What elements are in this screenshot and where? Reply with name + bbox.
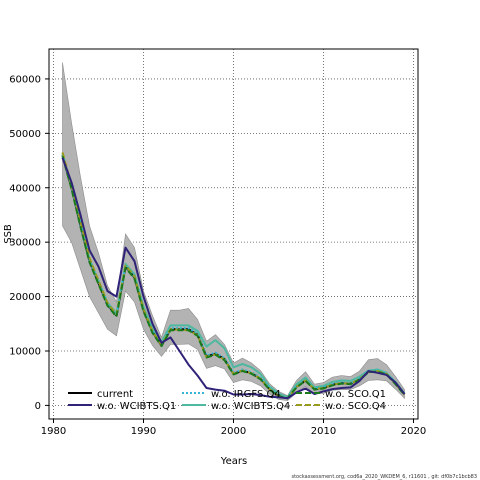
legend-item-w-o-wcibts-q4: w.o. WCIBTS.Q4 bbox=[182, 401, 290, 412]
series-line-w-o-wcibts-q1 bbox=[61, 157, 406, 400]
x-axis-title: Years bbox=[220, 456, 247, 467]
y-tick-label: 20000 bbox=[9, 292, 41, 303]
legend-label: w.o. IRGFS.Q4 bbox=[211, 389, 281, 400]
legend-label: w.o. SCO.Q4 bbox=[325, 401, 386, 412]
series-line-w-o-sco-q1 bbox=[61, 155, 406, 400]
y-tick-label: 0 bbox=[35, 401, 41, 412]
x-tick-label: 1980 bbox=[41, 426, 66, 437]
y-axis-title: SSB bbox=[3, 224, 14, 244]
y-tick-label: 60000 bbox=[9, 74, 41, 85]
x-tick-label: 2020 bbox=[401, 426, 426, 437]
x-tick-label: 2010 bbox=[311, 426, 336, 437]
legend-label: current bbox=[97, 389, 133, 400]
legend-item-current: current bbox=[68, 389, 133, 400]
legend-label: w.o. SCO.Q1 bbox=[325, 389, 386, 400]
x-tick-label: 2000 bbox=[221, 426, 246, 437]
legend: current w.o. IRGFS.Q4 w.o. SCO.Q1 w.o. WCIB… bbox=[68, 389, 386, 412]
y-tick-label: 40000 bbox=[9, 183, 41, 194]
y-tick-label: 10000 bbox=[9, 346, 41, 357]
legend-item-w-o-irgfs-q4: w.o. IRGFS.Q4 bbox=[182, 389, 281, 400]
legend-item-w-o-sco-q4: w.o. SCO.Q4 bbox=[296, 401, 386, 412]
footer-text: stockassessment.org, cod6a_2020_WKDEM_6,… bbox=[291, 474, 477, 480]
series-lines bbox=[61, 152, 406, 400]
legend-label: w.o. WCIBTS.Q1 bbox=[97, 401, 176, 412]
y-tick-label: 30000 bbox=[9, 238, 41, 249]
legend-label: w.o. WCIBTS.Q4 bbox=[211, 401, 290, 412]
legend-item-w-o-wcibts-q1: w.o. WCIBTS.Q1 bbox=[68, 401, 176, 412]
x-tick-label: 1990 bbox=[131, 426, 156, 437]
y-tick-label: 50000 bbox=[9, 129, 41, 140]
axes: 1980 1990 2000 2010 2020 0 10000 20000 30000 4000… bbox=[9, 48, 426, 437]
legend-item-w-o-sco-q1: w.o. SCO.Q1 bbox=[296, 389, 386, 400]
